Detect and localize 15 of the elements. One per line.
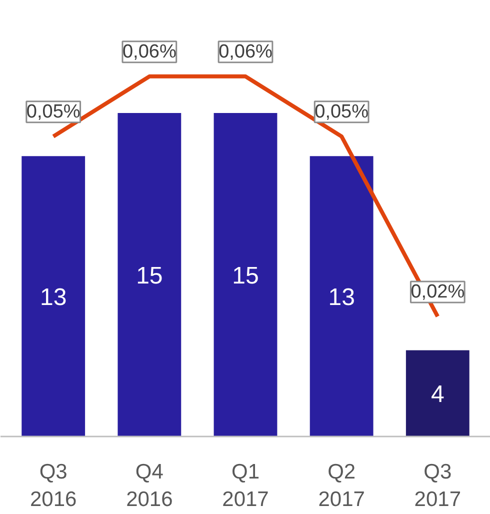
data-label: 0,02% [410, 281, 465, 302]
data-label: 0,06% [122, 41, 176, 62]
data-label: 15 [136, 262, 163, 290]
data-label: 4 [430, 380, 444, 408]
data-label: 13 [40, 284, 67, 311]
x-tick-label: Q3 2017 [414, 460, 462, 512]
data-label: 0,05% [314, 101, 369, 122]
x-tick-label: Q1 2017 [222, 460, 269, 512]
data-label: 13 [328, 284, 355, 311]
data-label: 0,05% [26, 101, 80, 122]
x-tick-label: Q4 2016 [126, 460, 173, 512]
x-tick-label: Q3 2016 [30, 460, 77, 512]
data-label: 15 [232, 262, 259, 290]
x-tick-label: Q2 2017 [318, 460, 365, 512]
data-label: 0,06% [218, 41, 273, 62]
